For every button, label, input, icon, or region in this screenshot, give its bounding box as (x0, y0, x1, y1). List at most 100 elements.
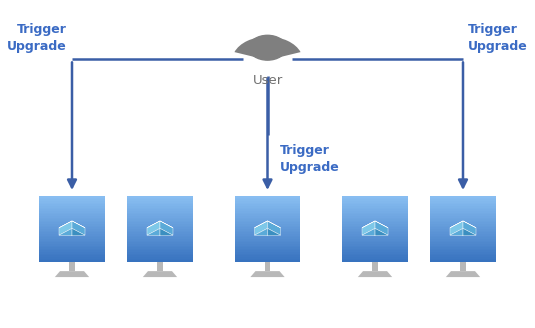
Bar (430, 247, 496, 249)
Polygon shape (362, 221, 388, 228)
Bar (234, 249, 301, 251)
Bar (127, 260, 193, 262)
Polygon shape (255, 221, 280, 228)
Polygon shape (143, 271, 177, 277)
Bar (127, 196, 193, 198)
Bar (39, 209, 105, 211)
Bar (127, 258, 193, 260)
Bar (39, 254, 105, 256)
Bar (234, 250, 301, 252)
Bar (234, 227, 301, 229)
Bar (430, 198, 496, 199)
Bar (39, 213, 105, 214)
Bar (39, 257, 105, 259)
Bar (342, 224, 408, 226)
Bar (39, 198, 105, 199)
Bar (430, 252, 496, 254)
Bar (127, 213, 193, 214)
Bar (342, 258, 408, 260)
Bar (342, 209, 408, 211)
Bar (342, 211, 408, 213)
Bar (234, 252, 301, 254)
Bar (234, 229, 301, 231)
Text: Trigger
Upgrade: Trigger Upgrade (280, 144, 340, 174)
Bar (430, 199, 496, 201)
Bar (127, 250, 193, 252)
Bar (342, 240, 408, 242)
Bar (342, 222, 408, 224)
Bar (430, 242, 496, 244)
Bar (69, 262, 75, 271)
Bar (157, 262, 163, 271)
Bar (342, 244, 408, 246)
Bar (430, 203, 496, 204)
Bar (430, 217, 496, 219)
Bar (234, 244, 301, 246)
Text: Trigger
Upgrade: Trigger Upgrade (7, 23, 67, 53)
Bar (430, 249, 496, 251)
Polygon shape (450, 221, 463, 235)
Bar (430, 224, 496, 226)
Bar (342, 206, 408, 208)
Bar (234, 201, 301, 203)
Bar (342, 245, 408, 247)
Bar (342, 231, 408, 232)
Bar (234, 219, 301, 221)
Bar (234, 258, 301, 260)
Bar (39, 229, 105, 231)
Bar (342, 198, 408, 199)
Polygon shape (450, 221, 476, 228)
Bar (430, 260, 496, 262)
Bar (430, 206, 496, 208)
Bar (430, 204, 496, 206)
Bar (39, 232, 105, 234)
Bar (430, 237, 496, 239)
Bar (127, 211, 193, 213)
Bar (127, 234, 193, 236)
Bar (430, 258, 496, 260)
Bar (430, 214, 496, 216)
Bar (234, 242, 301, 244)
Bar (127, 236, 193, 237)
Bar (342, 239, 408, 240)
Bar (234, 221, 301, 222)
Bar (39, 255, 105, 257)
Bar (342, 229, 408, 231)
Bar (430, 219, 496, 221)
Polygon shape (147, 221, 160, 235)
Bar (39, 196, 105, 198)
Bar (39, 252, 105, 254)
Polygon shape (59, 221, 85, 228)
Bar (342, 226, 408, 227)
Bar (342, 203, 408, 204)
Bar (127, 257, 193, 259)
Polygon shape (250, 271, 285, 277)
Bar (234, 226, 301, 227)
Bar (234, 204, 301, 206)
Bar (127, 206, 193, 208)
Bar (39, 206, 105, 208)
Bar (127, 255, 193, 257)
Bar (430, 254, 496, 256)
Bar (39, 245, 105, 247)
Bar (342, 199, 408, 201)
Bar (39, 203, 105, 204)
Bar (39, 247, 105, 249)
Bar (39, 258, 105, 260)
Bar (342, 249, 408, 251)
Polygon shape (446, 271, 480, 277)
Bar (342, 252, 408, 254)
Bar (234, 216, 301, 217)
Polygon shape (375, 228, 388, 236)
Bar (342, 257, 408, 259)
Bar (342, 217, 408, 219)
Bar (430, 239, 496, 240)
Bar (234, 231, 301, 232)
Bar (39, 227, 105, 229)
Bar (127, 239, 193, 240)
Bar (430, 201, 496, 203)
Bar (372, 262, 378, 271)
Bar (430, 244, 496, 246)
Bar (342, 250, 408, 252)
Polygon shape (72, 228, 85, 236)
